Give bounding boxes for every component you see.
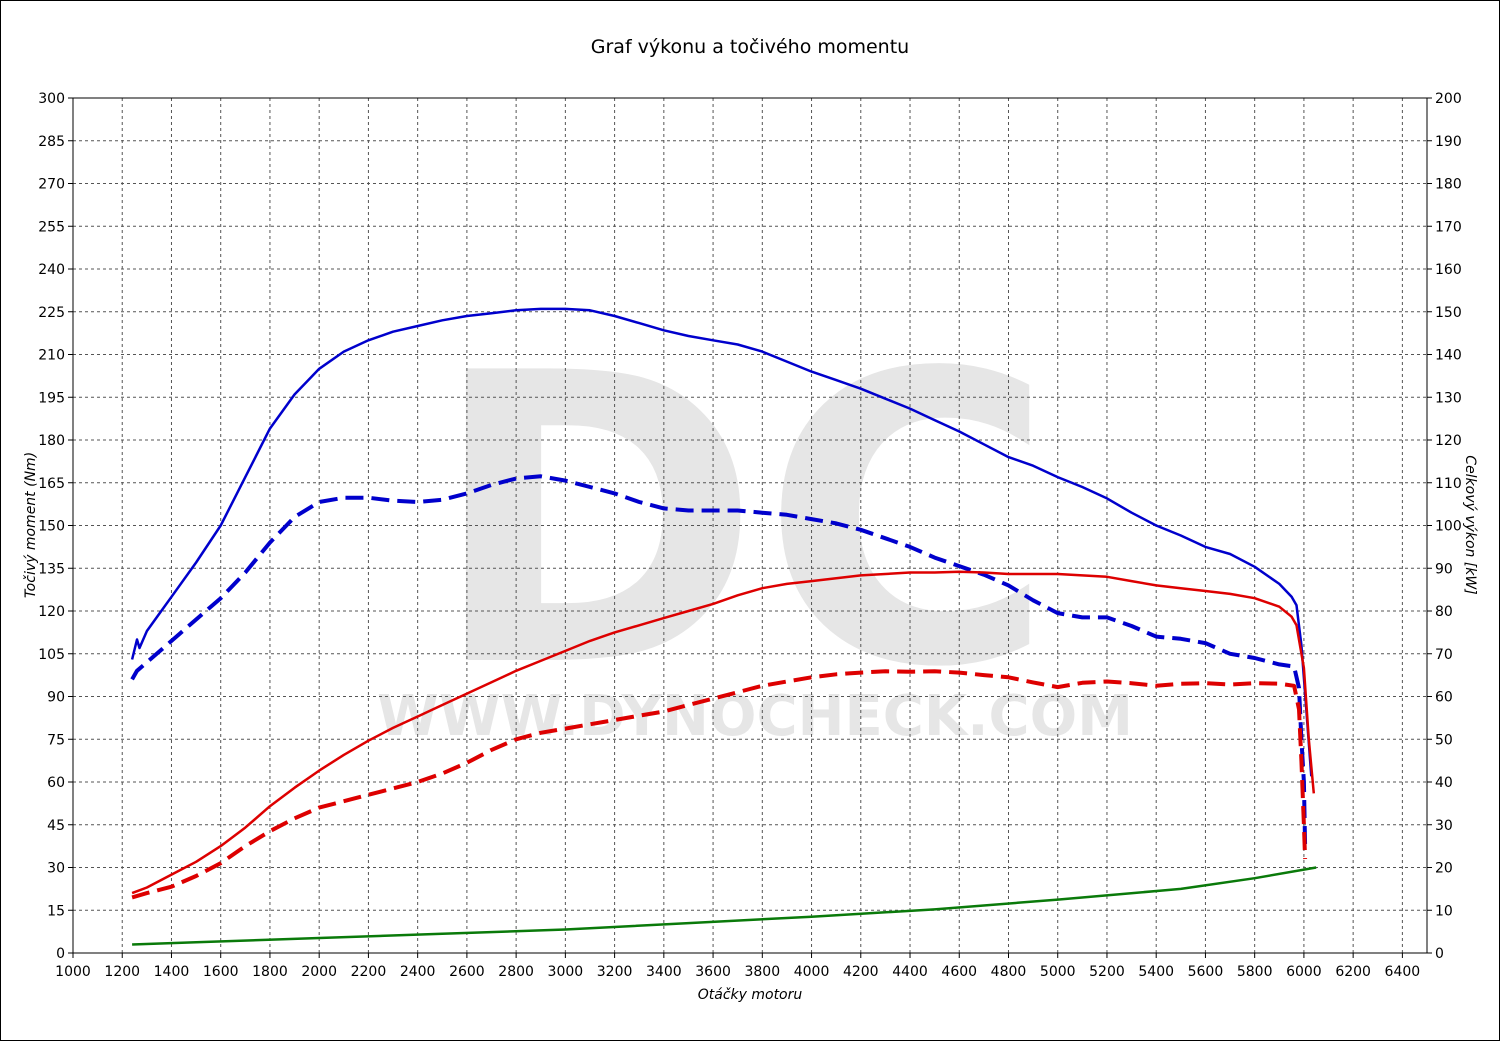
x-tick-label: 3600 — [695, 964, 731, 980]
x-tick-label: 3800 — [744, 964, 780, 980]
ticks: 1000 1200 1400 1600 1800 2000 2200 2400 2600 2800… — [38, 91, 1461, 980]
y-left-tick-label: 15 — [47, 903, 65, 919]
y-left-tick-label: 285 — [38, 134, 65, 150]
losses-line — [132, 866, 1317, 946]
y-left-tick-label: 60 — [47, 775, 65, 791]
y-left-tick-label: 0 — [56, 946, 65, 962]
y-left-tick-label: 135 — [38, 561, 65, 577]
y-left-tick-label: 300 — [38, 91, 65, 107]
y-right-tick-label: 10 — [1435, 903, 1453, 919]
torque-tuned-line — [130, 307, 1313, 777]
y-right-tick-label: 50 — [1435, 732, 1453, 748]
y-left-tick-label: 30 — [47, 861, 65, 877]
x-tick-label: 5600 — [1188, 964, 1224, 980]
y-right-tick-label: 80 — [1435, 604, 1453, 620]
x-tick-label: 4800 — [991, 964, 1027, 980]
y-left-axis-label: Točivý moment (Nm) — [23, 452, 39, 598]
x-tick-label: 2200 — [351, 964, 387, 980]
x-tick-label: 3000 — [548, 964, 584, 980]
x-tick-label: 3200 — [597, 964, 633, 980]
y-left-tick-label: 180 — [38, 433, 65, 449]
y-right-tick-label: 60 — [1435, 690, 1453, 706]
x-tick-label: 5200 — [1089, 964, 1125, 980]
y-right-tick-label: 20 — [1435, 861, 1453, 877]
y-right-tick-label: 160 — [1435, 262, 1462, 278]
power-stock-line — [131, 669, 1308, 900]
y-right-axis-label: Celkový výkon [kW] — [1462, 455, 1478, 594]
y-left-tick-label: 90 — [47, 690, 65, 706]
torque-stock-line — [130, 474, 1308, 847]
y-right-tick-label: 70 — [1435, 647, 1453, 663]
y-right-tick-label: 180 — [1435, 177, 1462, 193]
x-tick-label: 3400 — [646, 964, 682, 980]
x-tick-label: 4200 — [843, 964, 879, 980]
x-tick-label: 5000 — [1040, 964, 1076, 980]
x-tick-label: 1600 — [203, 964, 239, 980]
x-tick-label: 4000 — [794, 964, 830, 980]
x-tick-label: 2800 — [498, 964, 534, 980]
x-tick-label: 5800 — [1237, 964, 1273, 980]
y-left-tick-label: 240 — [38, 262, 65, 278]
y-right-tick-label: 100 — [1435, 519, 1462, 535]
x-tick-label: 4400 — [892, 964, 928, 980]
x-axis-label: Otáčky motoru — [698, 987, 803, 1003]
x-tick-label: 2400 — [400, 964, 436, 980]
x-tick-label: 6000 — [1286, 964, 1322, 980]
y-left-tick-label: 45 — [47, 818, 65, 834]
x-tick-label: 1400 — [154, 964, 190, 980]
y-left-tick-label: 195 — [38, 390, 65, 406]
x-tick-label: 1200 — [104, 964, 140, 980]
x-tick-label: 2000 — [301, 964, 337, 980]
y-left-tick-label: 75 — [47, 732, 65, 748]
watermark-logo: DC — [429, 290, 1055, 755]
grid — [73, 98, 1427, 953]
y-right-tick-label: 0 — [1435, 946, 1444, 962]
y-left-tick-label: 210 — [38, 348, 65, 364]
y-right-tick-label: 40 — [1435, 775, 1453, 791]
y-right-tick-label: 130 — [1435, 390, 1462, 406]
y-right-tick-label: 170 — [1435, 219, 1462, 235]
x-tick-label: 5400 — [1138, 964, 1174, 980]
y-left-tick-label: 105 — [38, 647, 65, 663]
x-tick-label: 2600 — [449, 964, 485, 980]
y-right-tick-label: 90 — [1435, 561, 1453, 577]
y-left-tick-label: 255 — [38, 219, 65, 235]
y-right-tick-label: 30 — [1435, 818, 1453, 834]
x-tick-label: 4600 — [941, 964, 977, 980]
y-left-tick-label: 165 — [38, 476, 65, 492]
x-tick-label: 6400 — [1385, 964, 1421, 980]
y-left-tick-label: 150 — [38, 519, 65, 535]
y-right-tick-label: 110 — [1435, 476, 1462, 492]
x-tick-label: 6200 — [1335, 964, 1371, 980]
y-left-tick-label: 120 — [38, 604, 65, 620]
series — [130, 307, 1317, 946]
y-right-tick-label: 150 — [1435, 305, 1462, 321]
y-right-tick-label: 190 — [1435, 134, 1462, 150]
y-right-tick-label: 120 — [1435, 433, 1462, 449]
chart-title: Graf výkonu a točivého momentu — [591, 36, 909, 58]
y-left-tick-label: 225 — [38, 305, 65, 321]
x-tick-label: 1800 — [252, 964, 288, 980]
x-tick-label: 1000 — [55, 964, 91, 980]
y-right-tick-label: 200 — [1435, 91, 1462, 107]
y-left-tick-label: 270 — [38, 177, 65, 193]
y-right-tick-label: 140 — [1435, 348, 1462, 364]
watermark-text: WWW.DYNOCHECK.COM — [377, 684, 1133, 749]
power-tuned-line — [131, 570, 1316, 895]
